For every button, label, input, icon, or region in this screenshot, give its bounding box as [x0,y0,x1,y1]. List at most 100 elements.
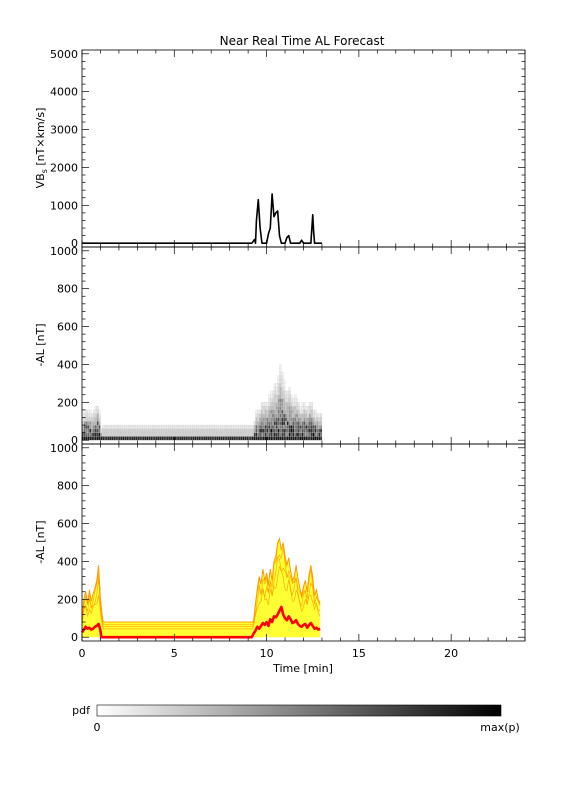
pdf-cell [113,424,116,429]
pdf-cell [122,432,125,437]
pdf-cell [133,424,136,429]
pdf-cell [105,432,108,437]
pdf-cell [308,424,312,429]
x-tick-label: 10 [260,647,274,660]
pdf-cell [139,432,142,437]
pdf-cell [290,394,293,399]
pdf-cell [229,428,232,433]
pdf-cell [277,375,280,380]
pdf-cell [236,428,240,433]
pdf-cell [288,405,291,411]
pdf-cell [153,424,156,429]
pdf-cell [203,436,206,441]
pdf-cell [159,428,162,433]
pdf-cell [268,394,271,399]
pdf-cell [176,432,179,437]
pdf-cell [113,432,116,437]
pdf-cell [268,421,271,426]
pdf-cell [104,428,107,433]
pdf-cell [150,432,153,437]
pdf-cell [111,432,114,437]
pdf-cell [277,383,280,388]
pdf-cell [314,417,317,422]
pdf-cell [96,409,99,414]
pdf-cell [98,428,101,433]
pdf-cell [303,421,306,426]
pdf-cell [94,436,97,441]
pdf-cell [271,428,275,433]
pdf-cell [262,417,265,422]
pdf-cell [227,432,230,437]
pdf-cell [279,368,282,373]
pdf-cell [222,432,225,437]
pdf-cell [164,436,168,441]
pdf-cell [139,424,142,429]
pdf-cell [94,432,97,437]
pdf-cell [111,436,114,441]
pdf-cell [262,428,265,433]
pdf-cell [288,432,291,437]
pdf-cell [303,417,306,422]
pdf-cell [185,432,188,437]
pdf-cell [275,421,278,426]
pdf-cell [257,428,260,433]
pdf-cell [279,405,282,411]
pdf-cell [279,417,282,422]
pdf-cell [107,436,110,441]
pdf-cell [260,402,264,407]
pdf-cell [105,428,108,433]
pdf-cell [111,424,114,429]
pdf-cell [281,417,284,422]
pdf-cell [262,421,265,426]
pdf-cell [87,413,90,418]
pdf-cell [268,432,271,437]
pdf-cell [174,432,177,437]
pdf-cell [118,432,121,437]
pdf-cell [201,424,204,429]
pdf-cell [244,432,247,437]
pdf-cell [294,402,297,407]
pdf-cell [153,432,156,437]
pdf-cell [273,409,276,414]
pdf-cell [200,432,203,437]
pdf-cell [281,413,284,418]
pdf-cell [128,436,131,441]
pdf-cell [152,428,155,433]
pdf-cell [260,432,264,437]
pdf-cell [233,436,236,441]
pdf-cell [307,432,310,437]
pdf-cell [284,405,288,411]
al-pdf-axis-label: -AL [nT] [34,323,47,366]
pdf-cell [295,402,299,407]
pdf-cell [170,432,173,437]
pdf-cell [170,424,173,429]
vbs-axes: 0 1000 2000 3000 4000 5000 [50,48,526,250]
pdf-cell [294,428,297,433]
pdf-cell [135,436,138,441]
pdf-cell [294,417,297,422]
pdf-cell [220,436,223,441]
pdf-cell [174,428,177,433]
pdf-cell [181,428,184,433]
pdf-cell [271,390,275,395]
pdf-cell [303,424,306,429]
pdf-cell [214,432,217,437]
pdf-cell [292,436,295,441]
pdf-cell [224,436,227,441]
pdf-cell [299,405,302,411]
pdf-cell [236,424,240,429]
pdf-cell [235,436,238,441]
pdf-cell [257,409,260,414]
pdf-cell [312,413,315,418]
pdf-cell [100,432,103,437]
vbs-series-line [82,193,322,245]
pdf-cell [89,432,92,437]
pdf-cell [205,428,208,433]
pdf-cell [244,436,247,441]
pdf-cell [307,413,310,418]
pdf-cell [85,424,88,429]
pdf-cell [105,436,108,441]
pdf-cell [299,432,302,437]
pdf-cell [218,432,221,437]
pdf-cell [318,436,321,441]
